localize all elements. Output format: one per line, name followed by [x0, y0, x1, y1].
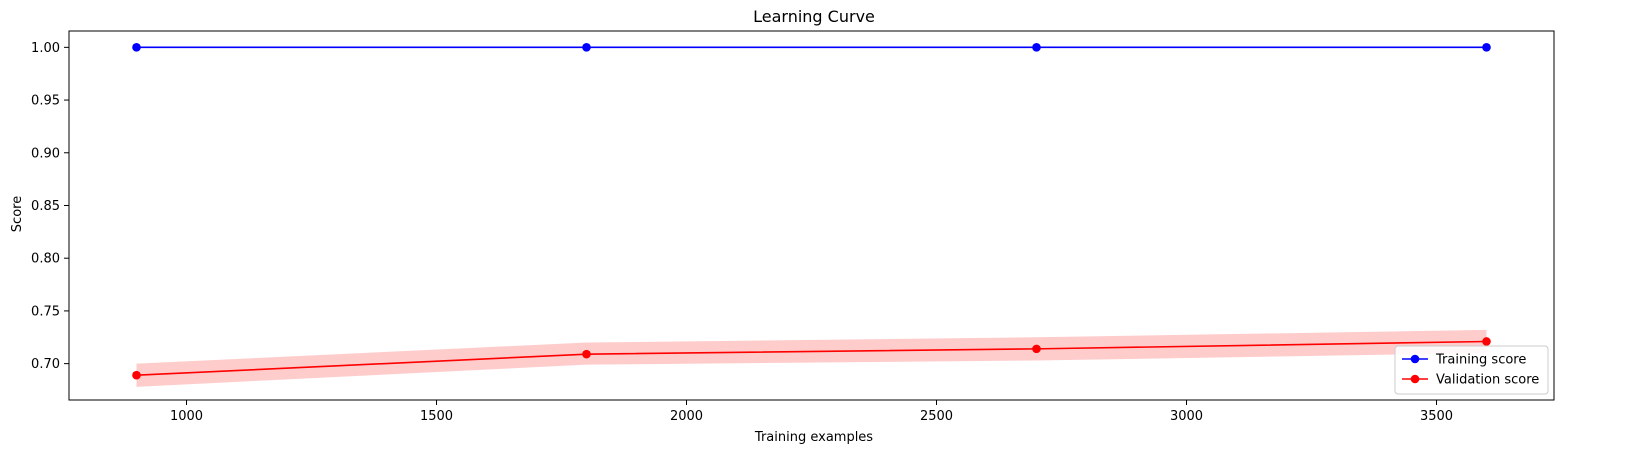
- legend: Training score Validation score: [1394, 345, 1549, 395]
- y-tick-label-4: 0.90: [31, 146, 60, 161]
- legend-marker-1: [1410, 374, 1420, 384]
- y-tick-label-5: 0.95: [31, 94, 60, 109]
- legend-label-0: Training score: [1435, 353, 1526, 368]
- series-1-point-2: [1032, 344, 1041, 354]
- legend-marker-0: [1410, 354, 1420, 364]
- y-tick-label-1: 0.75: [31, 304, 60, 319]
- series-0-point-1: [582, 43, 591, 52]
- plot-area: 1000 1500 2000 2500 3000 3500 0.70 0.75 0.80 0.85…: [31, 30, 1555, 424]
- y-tick-label-6: 1.00: [31, 41, 60, 56]
- x-tick-label-5: 3500: [1420, 409, 1453, 424]
- x-tick-label-3: 2500: [920, 409, 953, 424]
- y-axis-label: Score: [10, 196, 25, 232]
- series-0-point-0: [132, 43, 141, 52]
- x-tick-label-0: 1000: [170, 409, 203, 424]
- series-1-point-0: [132, 370, 141, 380]
- y-tick-label-0: 0.70: [31, 357, 60, 372]
- series-0-point-3: [1482, 43, 1491, 52]
- legend-label-1: Validation score: [1436, 373, 1539, 388]
- series-1-point-3: [1482, 337, 1491, 346]
- x-tick-label-4: 3000: [1170, 409, 1203, 424]
- chart-title: Learning Curve: [753, 7, 875, 26]
- series-1-confidence-band: [136, 329, 1487, 387]
- legend-frame: [1394, 345, 1549, 395]
- x-axis-label: Training examples: [754, 430, 873, 445]
- x-tick-label-1: 1500: [420, 409, 453, 424]
- series-1-line: [136, 340, 1487, 377]
- series-0-point-2: [1032, 43, 1041, 52]
- axes-frame: [68, 30, 1555, 401]
- x-tick-label-2: 2000: [670, 409, 703, 424]
- y-tick-label-2: 0.80: [31, 252, 60, 267]
- y-tick-label-3: 0.85: [31, 199, 60, 214]
- series-1-point-1: [582, 349, 591, 359]
